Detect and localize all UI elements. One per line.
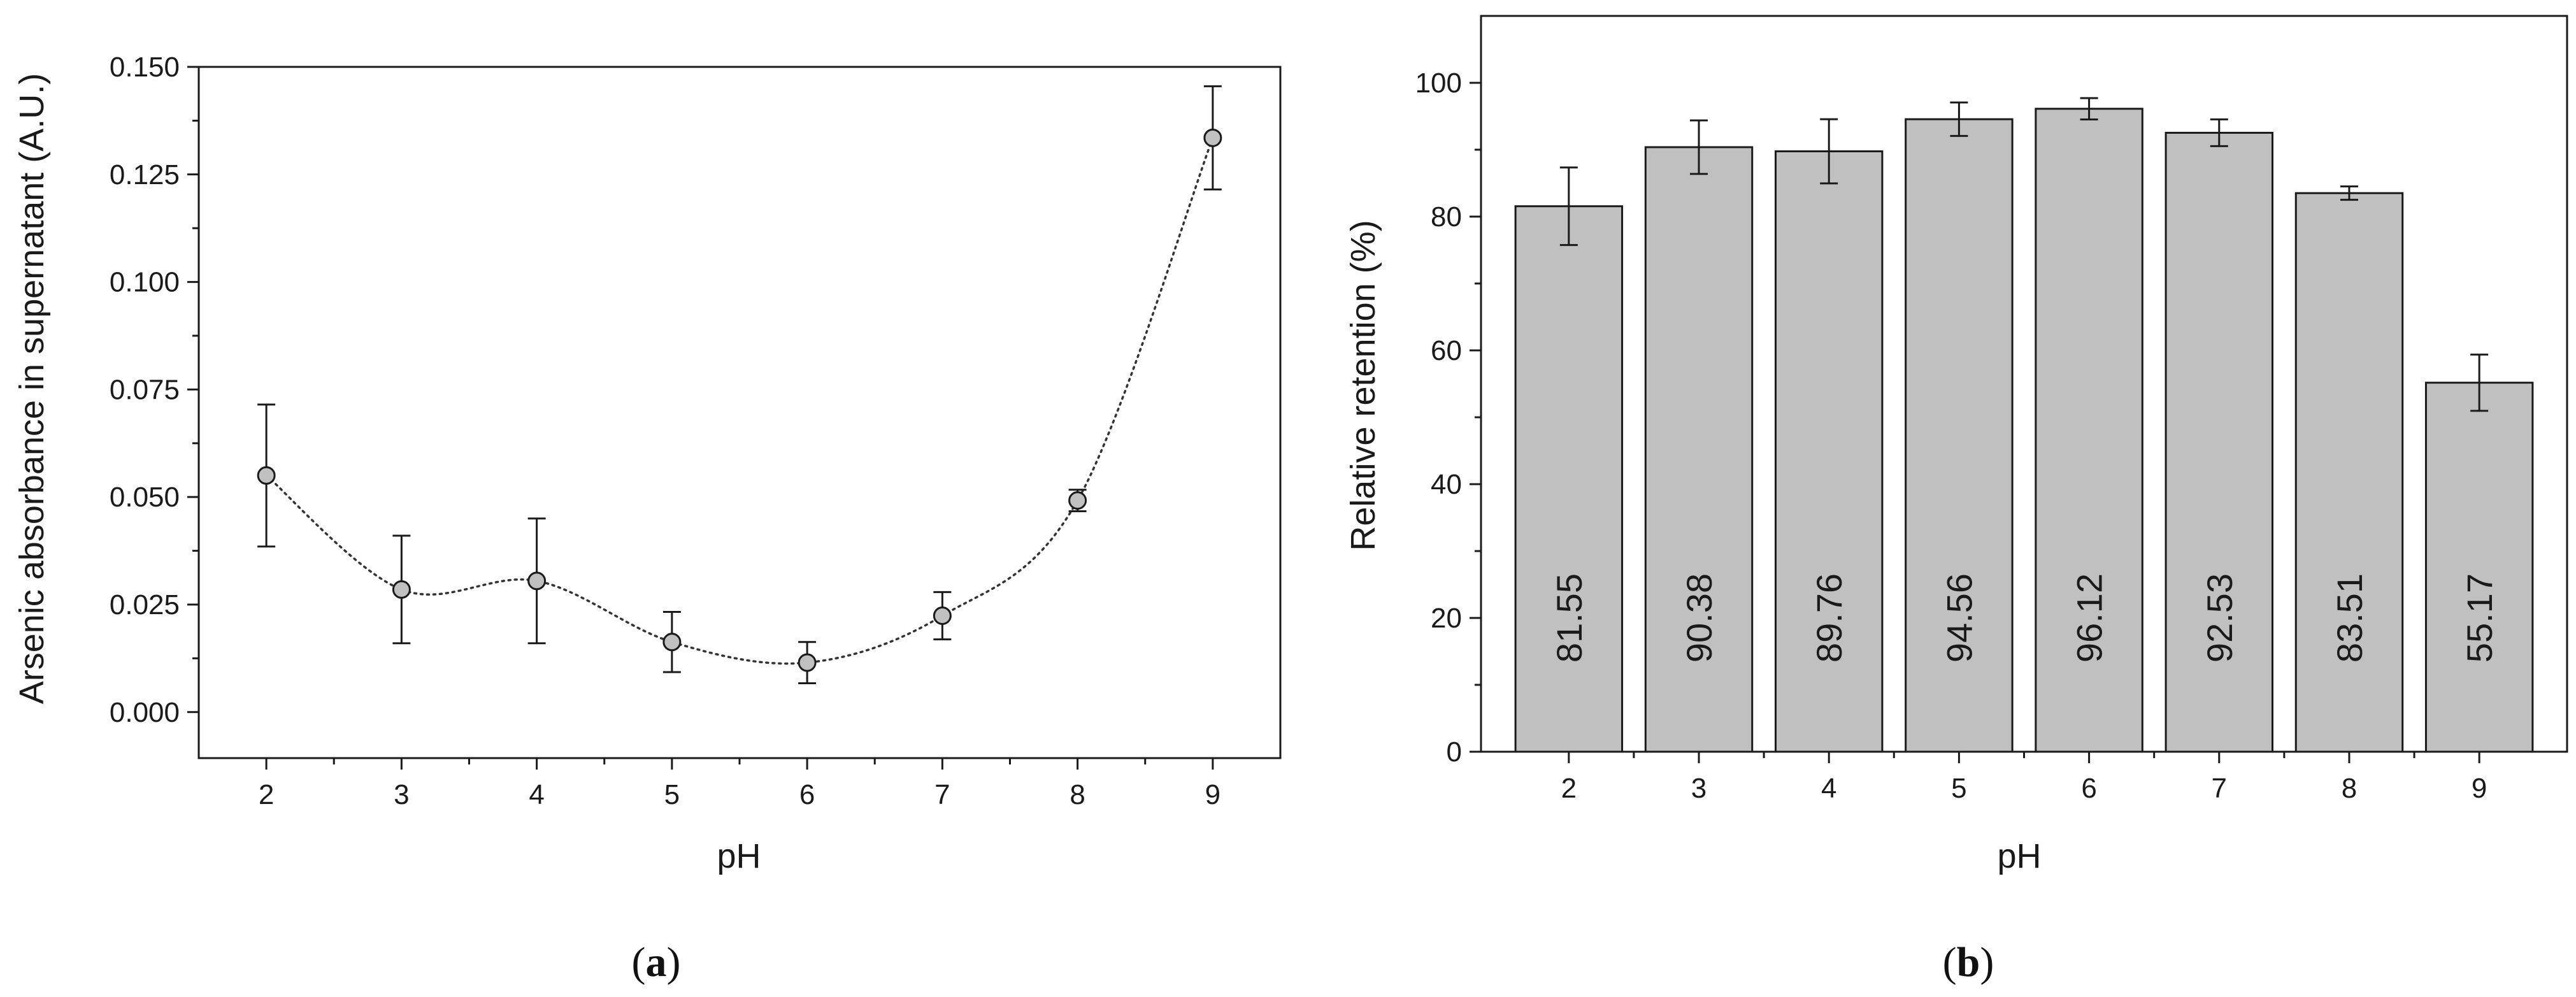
panel-b-x-tick-label: 5 bbox=[1951, 773, 1966, 804]
panel-a-y-axis-title: Arsenic absorbance in supernatant (A.U.) bbox=[13, 73, 51, 705]
panel-b-bar bbox=[2165, 131, 2274, 753]
panel-b-y-tick-label: 20 bbox=[1431, 603, 1462, 634]
panel-b-bar-value-label: 90.38 bbox=[1679, 573, 1719, 663]
panel-a-y-tick-label: 0.150 bbox=[110, 52, 180, 83]
panel-a-data-point bbox=[257, 466, 276, 485]
panel-a-trend-curve-layer bbox=[265, 136, 1214, 665]
panel-b-y-tick-label: 0 bbox=[1447, 736, 1462, 768]
panel-b-x-tick-label: 9 bbox=[2472, 773, 2487, 804]
panel-b-bar bbox=[1514, 205, 1624, 753]
panel-b-error-bar bbox=[2080, 97, 2098, 121]
panel-b-x-tick-label: 4 bbox=[1821, 773, 1836, 804]
panel-b-x-tick-label: 3 bbox=[1691, 773, 1707, 804]
panel-b-bar-value-label: 96.12 bbox=[2070, 573, 2110, 663]
panel-b-y-axis-title: Relative retention (%) bbox=[1344, 220, 1382, 550]
panel-a-data-point bbox=[662, 633, 682, 652]
panel-a-data-point bbox=[527, 571, 547, 591]
panel-a-x-tick-label: 2 bbox=[259, 779, 274, 810]
panel-b-x-axis-title: pH bbox=[1997, 837, 2041, 875]
panel-a-x-tick-label: 5 bbox=[664, 779, 680, 810]
panel-a-x-tick-label: 6 bbox=[799, 779, 815, 810]
panel-b-bar bbox=[2035, 108, 2143, 753]
panel-b-label: (b) bbox=[1943, 939, 1994, 986]
panel-a-y-tick-labels: 0.000 0.025 0.050 0.075 0.100 0.125 0.150 bbox=[110, 52, 180, 728]
panel-b-value-labels: 81.55 90.38 89.76 94.56 96.12 92.53 83.51 55.17 bbox=[1549, 573, 2500, 663]
panel-b-error-bar bbox=[2340, 185, 2358, 201]
panel-a-y-tick-label: 0.025 bbox=[110, 589, 180, 620]
panel-a-x-tick-label: 9 bbox=[1205, 779, 1220, 810]
panel-b-bar bbox=[1905, 118, 2014, 753]
panel-a-data-point bbox=[933, 606, 952, 626]
panel-b-bar-value-label: 94.56 bbox=[1939, 573, 1979, 663]
panel-b-bars bbox=[1514, 108, 2534, 753]
panel-b-y-tick-label: 80 bbox=[1431, 201, 1462, 233]
panel-a-data-point bbox=[392, 580, 411, 599]
panel-b-bar bbox=[1774, 150, 1884, 753]
panel-b-error-bar bbox=[2470, 354, 2489, 412]
panel-b-error-bar bbox=[1950, 101, 1968, 137]
panel-a-data-points bbox=[257, 128, 1222, 672]
panel-a-x-tick-label: 7 bbox=[934, 779, 950, 810]
panel-a-y-tick-label: 0.075 bbox=[110, 374, 180, 405]
panel-b-error-bar bbox=[2210, 118, 2228, 147]
panel-b-x-tick-labels: 2 3 4 5 6 7 8 9 bbox=[1561, 773, 2487, 804]
panel-a-x-tick-label: 3 bbox=[394, 779, 409, 810]
panel-a-trend-curve bbox=[265, 136, 1214, 665]
panel-b-bar-value-label: 55.17 bbox=[2459, 573, 2500, 663]
panel-a-data-point bbox=[798, 653, 817, 672]
panel-b-error-bar bbox=[1559, 166, 1578, 247]
panel-b-y-tick-labels: 0 20 40 60 80 100 bbox=[1415, 68, 1462, 768]
panel-b-bar-value-label: 81.55 bbox=[1549, 573, 1589, 663]
panel-a-data-point bbox=[1068, 491, 1087, 510]
panel-b-bar-value-label: 89.76 bbox=[1809, 573, 1849, 663]
panel-a-label: (a) bbox=[632, 939, 681, 986]
panel-b-y-tick-label: 40 bbox=[1431, 469, 1462, 500]
panel-a-y-tick-label: 0.125 bbox=[110, 159, 180, 190]
panel-b-x-tick-label: 7 bbox=[2212, 773, 2227, 804]
panel-b-y-tick-label: 60 bbox=[1431, 335, 1462, 366]
panel-b-bar-chart: 81.55 90.38 89.76 94.56 96.12 92.53 83.51 55.17… bbox=[1344, 15, 2568, 986]
panel-a-y-tick-label: 0.000 bbox=[110, 697, 180, 728]
panel-a-x-tick-label: 8 bbox=[1070, 779, 1085, 810]
panel-b-bar-value-label: 83.51 bbox=[2329, 573, 2370, 663]
panel-a-x-axis-title: pH bbox=[717, 837, 761, 875]
panel-a-axes bbox=[187, 66, 1282, 770]
panel-a-x-tick-labels: 2 3 4 5 6 7 8 9 bbox=[259, 779, 1220, 810]
panel-b-bar bbox=[1644, 146, 1754, 753]
panel-b-bar bbox=[2424, 382, 2534, 753]
panel-b-error-bar bbox=[1820, 118, 1838, 185]
panel-b-bar-value-label: 92.53 bbox=[2200, 573, 2240, 663]
panel-a-y-tick-label: 0.100 bbox=[110, 267, 180, 298]
panel-a-y-tick-label: 0.050 bbox=[110, 482, 180, 513]
panel-b-error-bars bbox=[1559, 97, 2489, 412]
panel-b-x-tick-label: 6 bbox=[2081, 773, 2096, 804]
panel-b-x-tick-label: 8 bbox=[2342, 773, 2357, 804]
panel-b-y-tick-label: 100 bbox=[1415, 68, 1462, 99]
panel-b-bar bbox=[2294, 192, 2404, 753]
panel-b-error-bar bbox=[1690, 119, 1708, 175]
panel-a-data-point bbox=[1203, 128, 1222, 147]
panel-b-x-tick-label: 2 bbox=[1561, 773, 1577, 804]
panel-a-x-tick-label: 4 bbox=[529, 779, 544, 810]
panel-b-axes bbox=[1470, 15, 2568, 763]
